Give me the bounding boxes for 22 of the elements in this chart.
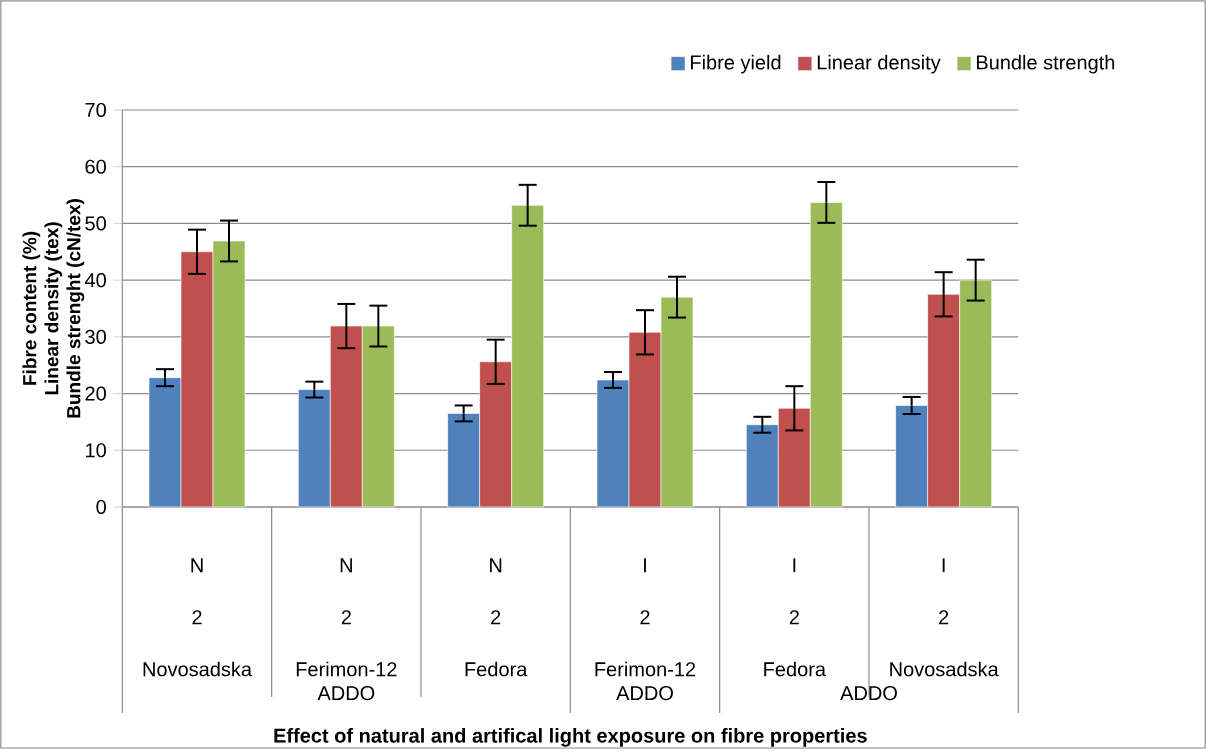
category-label: I 2 Novosadska bbox=[890, 558, 999, 677]
y-tick-label: 50 bbox=[85, 216, 106, 231]
category-label: N 2 Novosadska bbox=[143, 558, 253, 677]
y-tick-label: 10 bbox=[86, 442, 106, 458]
y-tick-label: 40 bbox=[84, 272, 106, 287]
legend-label: Linear density bbox=[817, 54, 941, 74]
category-label: N 2 Fedora bbox=[465, 558, 528, 677]
y-tick-label: 60 bbox=[85, 159, 106, 174]
text: Effect of natural and artifical light exposure on fibre properties bbox=[274, 727, 867, 747]
text: ADDO bbox=[616, 685, 673, 700]
legend-label: Bundle strength bbox=[976, 54, 1115, 74]
category-label: N 2 Ferimon-12 bbox=[296, 558, 397, 677]
y-tick-label: 0 bbox=[96, 499, 106, 514]
category-label: I 2 Fedora bbox=[764, 558, 827, 677]
y-tick-label: 20 bbox=[85, 386, 106, 401]
y-axis-title: Fibre content (%) Linear density (tex) Bundle strenght (cN/tex) bbox=[22, 198, 85, 418]
y-tick-label: 30 bbox=[85, 329, 106, 344]
y-tick-label: 70 bbox=[85, 102, 106, 117]
text: ADDO bbox=[317, 685, 375, 700]
legend-label: Fibre yield bbox=[691, 54, 781, 74]
category-label: I 2 Ferimon-12 bbox=[595, 558, 696, 677]
text: ADDO bbox=[840, 685, 897, 700]
